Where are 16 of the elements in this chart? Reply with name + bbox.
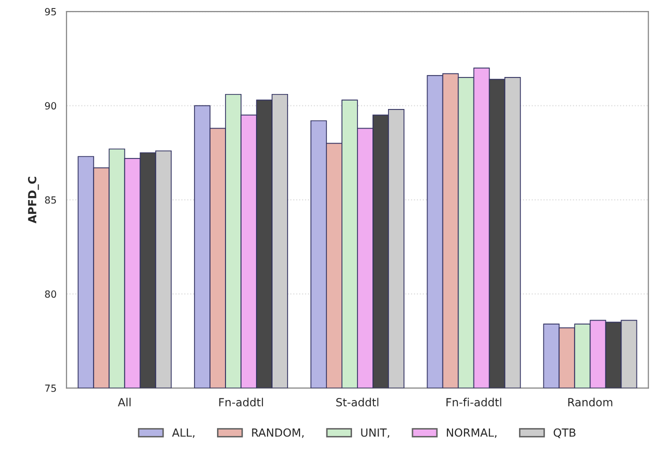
legend-label: ALL, [172, 428, 194, 438]
legend-label: NORMAL, [446, 428, 496, 438]
y-tick-label: 90 [45, 102, 56, 110]
x-tick-label: All [118, 398, 131, 406]
legend-label: RANDOM, [252, 428, 304, 438]
y-tick-label: 80 [45, 290, 56, 298]
x-tick-label: Random [568, 398, 612, 406]
legend-label: QTB [554, 428, 576, 438]
legend-label: UNIT, [361, 428, 390, 438]
y-tick-label: 95 [45, 8, 56, 16]
x-tick-label: Fn-fi-addtl [446, 398, 502, 406]
x-tick-label: Fn-addtl [219, 398, 263, 406]
y-axis-title: APFD_C [28, 176, 39, 224]
y-tick-label: 85 [45, 196, 56, 204]
x-tick-label: St-addtl [336, 398, 378, 406]
y-tick-label: 75 [45, 384, 56, 392]
